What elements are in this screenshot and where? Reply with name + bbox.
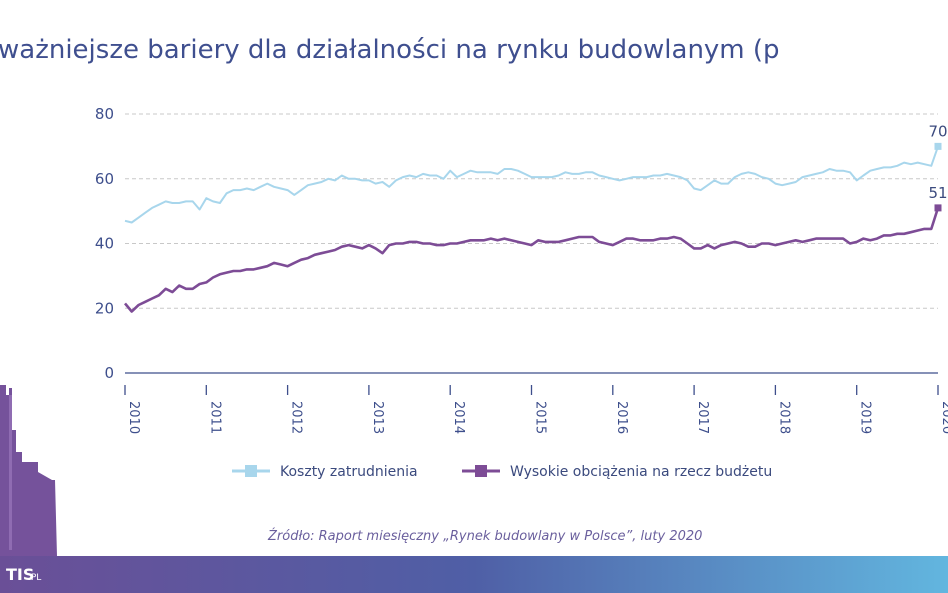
y-axis: 0 20 40 60 80 <box>95 105 114 382</box>
series-end-marker-1 <box>934 142 942 150</box>
series-lines <box>123 142 942 313</box>
legend-swatch-marker <box>475 465 487 477</box>
y-tick-label: 40 <box>95 235 114 253</box>
legend: Koszty zatrudnienia Wysokie obciążenia n… <box>232 464 772 480</box>
x-tick-label: 2019 <box>858 401 873 434</box>
x-axis: 2010 2011 2012 2013 2014 2015 2016 2017 2018 2019… <box>124 385 948 434</box>
x-tick-label: 2010 <box>126 401 141 434</box>
end-label-series-2: 51 <box>928 184 947 202</box>
legend-item-koszty-zatrudnienia: Koszty zatrudnienia <box>232 464 418 480</box>
y-tick-label: 60 <box>95 170 114 188</box>
gridlines <box>125 113 938 374</box>
logo-text: TIS <box>6 565 34 584</box>
chart-title: ważniejsze bariery dla działalności na r… <box>0 35 780 65</box>
x-tick-label: 2016 <box>614 401 629 434</box>
legend-item-wysokie-obciazenia: Wysokie obciążenia na rzecz budżetu <box>462 464 772 480</box>
series-line-2 <box>123 207 940 313</box>
end-label-series-1: 70 <box>928 122 947 140</box>
series-end-marker-2 <box>934 204 942 212</box>
skyline-logo-icon <box>0 385 57 556</box>
x-tick-label: 2012 <box>289 401 304 434</box>
x-tick-label: 2017 <box>695 401 710 434</box>
series-line-1 <box>124 146 939 224</box>
skyline-logo-highlight <box>9 395 12 550</box>
x-tick-label: 2014 <box>451 401 466 434</box>
source-note: Źródło: Raport miesięczny „Rynek budowla… <box>267 528 702 544</box>
y-tick-label: 20 <box>95 299 114 317</box>
x-tick-label: 2018 <box>776 401 791 434</box>
x-tick-label: 2011 <box>207 401 222 434</box>
legend-label-series-1: Koszty zatrudnienia <box>280 464 418 480</box>
legend-label-series-2: Wysokie obciążenia na rzecz budżetu <box>510 464 772 480</box>
logo-suffix: .PL <box>28 573 41 583</box>
x-tick-label: 2015 <box>533 401 548 434</box>
x-tick-label: 2013 <box>370 401 385 434</box>
legend-swatch-marker <box>245 465 257 477</box>
footer-band <box>0 556 948 593</box>
y-tick-label: 80 <box>95 105 114 123</box>
x-tick-label: 2020 <box>939 401 948 434</box>
y-tick-label: 0 <box>104 364 114 382</box>
